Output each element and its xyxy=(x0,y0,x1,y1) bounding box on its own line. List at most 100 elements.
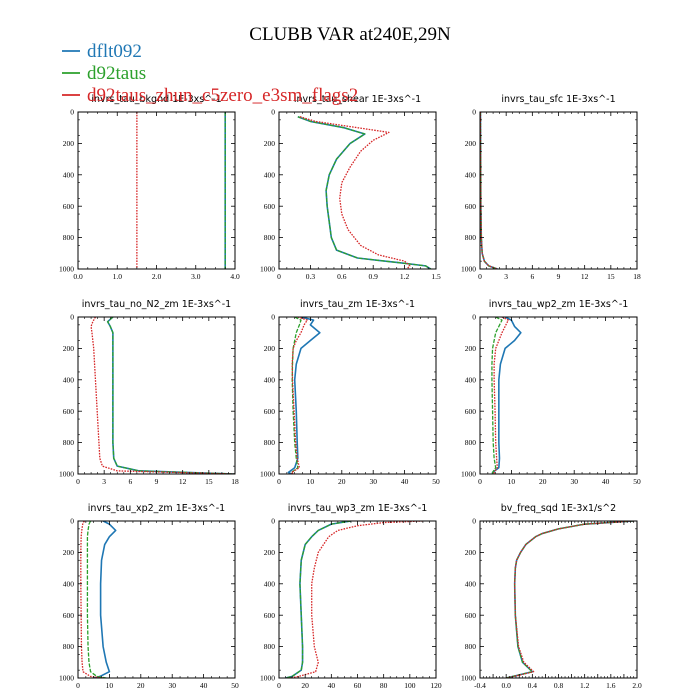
y-tick-label: 0 xyxy=(472,517,476,526)
x-tick-label: 80 xyxy=(380,681,388,690)
series-group xyxy=(505,521,634,678)
y-tick-label: 400 xyxy=(264,375,276,384)
y-tick-label: 0 xyxy=(472,313,476,322)
y-tick-label: 200 xyxy=(63,548,75,557)
x-tick-label: 0.4 xyxy=(528,681,538,690)
plot-frame xyxy=(77,316,236,475)
x-tick-label: 10 xyxy=(106,681,114,690)
panel-title: invrs_tau_wp2_zm 1E-3xs^-1 xyxy=(489,299,629,310)
panel-4: invrs_tau_no_N2_zm 1E-3xs^-1 0 200 400 600 80… xyxy=(59,299,239,486)
panel-title: invrs_tau_zm 1E-3xs^-1 xyxy=(300,299,415,310)
series-line-d92taus xyxy=(285,521,352,678)
y-tick-label: 600 xyxy=(63,407,75,416)
y-tick-label: 400 xyxy=(465,375,477,384)
plot-frame xyxy=(479,316,638,475)
x-tick-label: 1.5 xyxy=(431,272,441,281)
series-line-d92taus xyxy=(493,317,509,474)
y-tick-label: 800 xyxy=(465,438,477,447)
legend-item-d92taus: d92taus xyxy=(62,63,146,84)
y-tick-label: 0 xyxy=(70,517,74,526)
x-tick-label: 20 xyxy=(539,477,547,486)
x-tick-label: 20 xyxy=(338,477,346,486)
y-tick-label: 600 xyxy=(264,202,276,211)
y-tick-label: 400 xyxy=(63,170,75,179)
panel-7: invrs_tau_xp2_zm 1E-3xs^-102004006008001… xyxy=(59,503,239,690)
series-line-d92taus xyxy=(107,317,235,474)
x-tick-label: 2.0 xyxy=(152,272,162,281)
panel-title: invrs_tau_shear 1E-3xs^-1 xyxy=(294,94,421,105)
series-line-dflt092 xyxy=(287,317,321,474)
series-line-dflt092 xyxy=(106,317,235,474)
x-tick-label: 10 xyxy=(307,477,315,486)
x-tick-label: 1.0 xyxy=(113,272,123,281)
x-tick-label: 1.2 xyxy=(400,272,410,281)
y-tick-label: 400 xyxy=(63,579,75,588)
plot-frame xyxy=(77,520,236,679)
series-line-dflt092 xyxy=(93,521,117,678)
y-tick-label: 600 xyxy=(465,407,477,416)
x-tick-label: 0.6 xyxy=(337,272,347,281)
plot-frame xyxy=(278,316,437,475)
y-tick-label: 800 xyxy=(264,642,276,651)
x-tick-label: -0.4 xyxy=(474,681,486,690)
x-tick-label: 18 xyxy=(231,477,239,486)
y-tick-label: 1000 xyxy=(59,674,74,683)
y-tick-label: 600 xyxy=(63,611,75,620)
series-line-dflt092 xyxy=(491,317,522,474)
legend: dflt092d92tausd92taus_zhun_c5zero_e3sm_f… xyxy=(62,41,358,106)
series-line-d92taus xyxy=(90,317,235,474)
y-tick-label: 1000 xyxy=(260,674,275,683)
y-tick-label: 200 xyxy=(63,139,75,148)
panel-9: bv_freq_sqd 1E-3x1/s^2 0 200 400 600 800 1000-… xyxy=(461,503,642,690)
panel-8: invrs_tau_wp3_zm 1E-3xs^-102004006008001… xyxy=(260,503,442,690)
series-line-dflt092 xyxy=(480,112,498,269)
x-tick-label: 0 xyxy=(76,477,80,486)
panel-grid: invrs_tau_bkgnd 1E-3xs^-1020040060080010… xyxy=(59,94,642,690)
x-tick-label: 6 xyxy=(128,477,132,486)
legend-item-d92taus: d92taus_zhun_c5zero_e3sm_flags2 xyxy=(62,85,358,106)
series-line-d92taus xyxy=(80,521,104,678)
x-tick-label: 0 xyxy=(478,477,482,486)
x-tick-label: 40 xyxy=(200,681,208,690)
x-tick-label: 15 xyxy=(607,272,615,281)
plot-frame xyxy=(479,520,638,679)
series-line-dflt092 xyxy=(285,521,352,678)
y-tick-label: 1000 xyxy=(59,265,74,274)
x-tick-label: 1.6 xyxy=(606,681,616,690)
x-tick-label: 3 xyxy=(102,477,106,486)
x-tick-label: 3 xyxy=(504,272,508,281)
legend-item-dflt092: dflt092 xyxy=(62,41,142,62)
series-group xyxy=(480,112,498,269)
x-tick-label: 0 xyxy=(478,272,482,281)
x-tick-label: 12 xyxy=(581,272,589,281)
x-tick-label: 0.3 xyxy=(306,272,316,281)
y-tick-label: 800 xyxy=(465,233,477,242)
x-tick-label: 0.0 xyxy=(501,681,511,690)
y-tick-label: 1000 xyxy=(260,265,275,274)
y-tick-label: 0 xyxy=(472,108,476,117)
panel-title: invrs_tau_bkgnd 1E-3xs^-1 xyxy=(91,94,221,105)
series-group xyxy=(90,317,235,474)
series-line-dflt092 xyxy=(297,115,432,269)
y-tick-label: 200 xyxy=(465,139,477,148)
series-line-d92taus xyxy=(506,521,634,678)
x-tick-label: 30 xyxy=(570,477,578,486)
series-group xyxy=(285,521,423,678)
panel-5: invrs_tau_zm 1E-3xs^-1020040060080010000… xyxy=(260,299,440,486)
y-tick-label: 0 xyxy=(271,517,275,526)
series-line-d92taus xyxy=(290,317,302,474)
series-line-d92taus xyxy=(491,317,503,474)
y-tick-label: 400 xyxy=(465,579,477,588)
panel-title: invrs_tau_xp2_zm 1E-3xs^-1 xyxy=(88,503,225,514)
y-tick-label: 600 xyxy=(264,611,276,620)
y-tick-label: 800 xyxy=(63,438,75,447)
x-tick-label: 50 xyxy=(633,477,641,486)
x-tick-label: 0 xyxy=(277,272,281,281)
legend-label: d92taus_zhun_c5zero_e3sm_flags2 xyxy=(87,85,358,106)
y-tick-label: 1000 xyxy=(461,674,476,683)
y-tick-label: 0 xyxy=(271,108,275,117)
y-tick-label: 600 xyxy=(264,407,276,416)
x-tick-label: 0 xyxy=(277,477,281,486)
x-tick-label: 50 xyxy=(432,477,440,486)
